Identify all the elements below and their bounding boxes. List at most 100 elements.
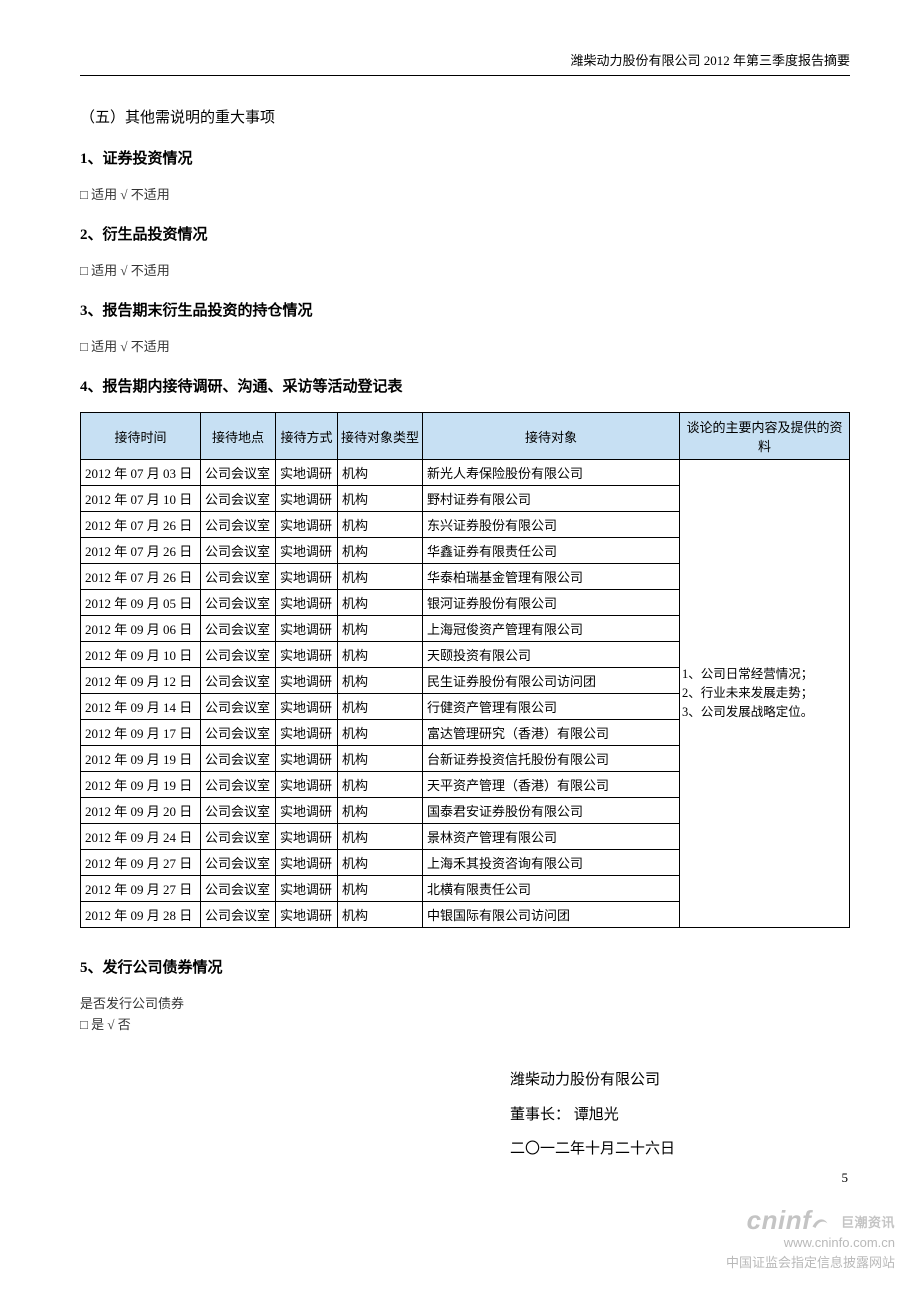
cell-date: 2012 年 07 月 10 日 <box>81 486 201 512</box>
running-header: 潍柴动力股份有限公司 2012 年第三季度报告摘要 <box>80 50 850 76</box>
cell-type: 机构 <box>338 902 423 928</box>
cell-place: 公司会议室 <box>201 772 276 798</box>
cell-place: 公司会议室 <box>201 850 276 876</box>
cell-party: 上海禾其投资咨询有限公司 <box>423 850 680 876</box>
cell-method: 实地调研 <box>276 590 338 616</box>
cell-place: 公司会议室 <box>201 876 276 902</box>
item-2-note-text: 适用 √ 不适用 <box>88 263 170 278</box>
watermark-logo: cninf 巨潮资讯 <box>726 1207 895 1233</box>
col-party: 接待对象 <box>423 413 680 460</box>
cell-place: 公司会议室 <box>201 564 276 590</box>
cell-method: 实地调研 <box>276 694 338 720</box>
cell-party: 民生证券股份有限公司访问团 <box>423 668 680 694</box>
cell-place: 公司会议室 <box>201 486 276 512</box>
col-date: 接待时间 <box>81 413 201 460</box>
signature-company: 潍柴动力股份有限公司 <box>510 1063 850 1098</box>
col-method: 接待方式 <box>276 413 338 460</box>
item-3-title: 3、报告期末衍生品投资的持仓情况 <box>80 299 850 320</box>
item-5-note: □ 是 √ 否 <box>80 1014 850 1033</box>
table-header-row: 接待时间 接待地点 接待方式 接待对象类型 接待对象 谈论的主要内容及提供的资料 <box>81 413 850 460</box>
table-row: 2012 年 07 月 03 日公司会议室实地调研机构新光人寿保险股份有限公司1… <box>81 460 850 486</box>
cell-type: 机构 <box>338 668 423 694</box>
item-5-question: 是否发行公司债券 <box>80 993 850 1012</box>
cell-party: 国泰君安证券股份有限公司 <box>423 798 680 824</box>
cell-place: 公司会议室 <box>201 824 276 850</box>
cell-party: 银河证券股份有限公司 <box>423 590 680 616</box>
cell-method: 实地调研 <box>276 564 338 590</box>
cell-method: 实地调研 <box>276 798 338 824</box>
cell-method: 实地调研 <box>276 720 338 746</box>
cell-date: 2012 年 09 月 14 日 <box>81 694 201 720</box>
cell-party: 东兴证券股份有限公司 <box>423 512 680 538</box>
cell-place: 公司会议室 <box>201 590 276 616</box>
cell-type: 机构 <box>338 590 423 616</box>
cell-type: 机构 <box>338 772 423 798</box>
cell-place: 公司会议室 <box>201 512 276 538</box>
item-1-title: 1、证券投资情况 <box>80 147 850 168</box>
cell-type: 机构 <box>338 616 423 642</box>
signature-chair: 董事长： 谭旭光 <box>510 1098 850 1133</box>
cell-place: 公司会议室 <box>201 694 276 720</box>
cell-method: 实地调研 <box>276 460 338 486</box>
cell-party: 富达管理研究（香港）有限公司 <box>423 720 680 746</box>
cell-date: 2012 年 07 月 26 日 <box>81 512 201 538</box>
cell-type: 机构 <box>338 460 423 486</box>
cell-type: 机构 <box>338 642 423 668</box>
cell-party: 台新证券投资信托股份有限公司 <box>423 746 680 772</box>
watermark-desc: 中国证监会指定信息披露网站 <box>726 1252 895 1271</box>
cell-topic: 1、公司日常经营情况；2、行业未来发展走势；3、公司发展战略定位。 <box>680 460 850 928</box>
cell-party: 北横有限责任公司 <box>423 876 680 902</box>
cell-date: 2012 年 09 月 28 日 <box>81 902 201 928</box>
cell-type: 机构 <box>338 798 423 824</box>
cell-place: 公司会议室 <box>201 642 276 668</box>
cell-method: 实地调研 <box>276 616 338 642</box>
item-5-note-text: 是 √ 否 <box>88 1017 131 1032</box>
checkbox-icon: □ <box>80 339 88 354</box>
cell-type: 机构 <box>338 564 423 590</box>
cell-place: 公司会议室 <box>201 746 276 772</box>
cell-type: 机构 <box>338 876 423 902</box>
signature-block: 潍柴动力股份有限公司 董事长： 谭旭光 二〇一二年十月二十六日 <box>80 1063 850 1167</box>
item-1-note: □ 适用 √ 不适用 <box>80 184 850 203</box>
cell-place: 公司会议室 <box>201 902 276 928</box>
cell-date: 2012 年 09 月 10 日 <box>81 642 201 668</box>
cell-party: 华鑫证券有限责任公司 <box>423 538 680 564</box>
cell-party: 景林资产管理有限公司 <box>423 824 680 850</box>
cell-place: 公司会议室 <box>201 460 276 486</box>
cell-date: 2012 年 07 月 26 日 <box>81 564 201 590</box>
cell-party: 上海冠俊资产管理有限公司 <box>423 616 680 642</box>
cell-date: 2012 年 09 月 12 日 <box>81 668 201 694</box>
registry-table: 接待时间 接待地点 接待方式 接待对象类型 接待对象 谈论的主要内容及提供的资料… <box>80 412 850 928</box>
item-4-title: 4、报告期内接待调研、沟通、采访等活动登记表 <box>80 375 850 396</box>
cell-party: 野村证券有限公司 <box>423 486 680 512</box>
cell-place: 公司会议室 <box>201 668 276 694</box>
page-number: 5 <box>842 1170 849 1186</box>
watermark-url: www.cninfo.com.cn <box>726 1235 895 1250</box>
cell-method: 实地调研 <box>276 746 338 772</box>
checkbox-icon: □ <box>80 263 88 278</box>
cell-date: 2012 年 09 月 06 日 <box>81 616 201 642</box>
item-1-note-text: 适用 √ 不适用 <box>88 187 170 202</box>
cell-method: 实地调研 <box>276 538 338 564</box>
cell-method: 实地调研 <box>276 642 338 668</box>
cell-place: 公司会议室 <box>201 720 276 746</box>
swoosh-icon <box>811 1213 829 1231</box>
page: 潍柴动力股份有限公司 2012 年第三季度报告摘要 （五）其他需说明的重大事项 … <box>0 0 920 1301</box>
col-type: 接待对象类型 <box>338 413 423 460</box>
watermark-tag: 巨潮资讯 <box>841 1215 895 1230</box>
cell-party: 华泰柏瑞基金管理有限公司 <box>423 564 680 590</box>
cell-date: 2012 年 09 月 27 日 <box>81 850 201 876</box>
cell-method: 实地调研 <box>276 902 338 928</box>
cell-method: 实地调研 <box>276 772 338 798</box>
cell-place: 公司会议室 <box>201 538 276 564</box>
checkbox-icon: □ <box>80 1017 88 1032</box>
cell-party: 天颐投资有限公司 <box>423 642 680 668</box>
cell-type: 机构 <box>338 824 423 850</box>
col-topic: 谈论的主要内容及提供的资料 <box>680 413 850 460</box>
cell-date: 2012 年 07 月 03 日 <box>81 460 201 486</box>
item-2-note: □ 适用 √ 不适用 <box>80 260 850 279</box>
cell-date: 2012 年 09 月 20 日 <box>81 798 201 824</box>
cell-party: 行健资产管理有限公司 <box>423 694 680 720</box>
cell-type: 机构 <box>338 850 423 876</box>
cell-place: 公司会议室 <box>201 616 276 642</box>
